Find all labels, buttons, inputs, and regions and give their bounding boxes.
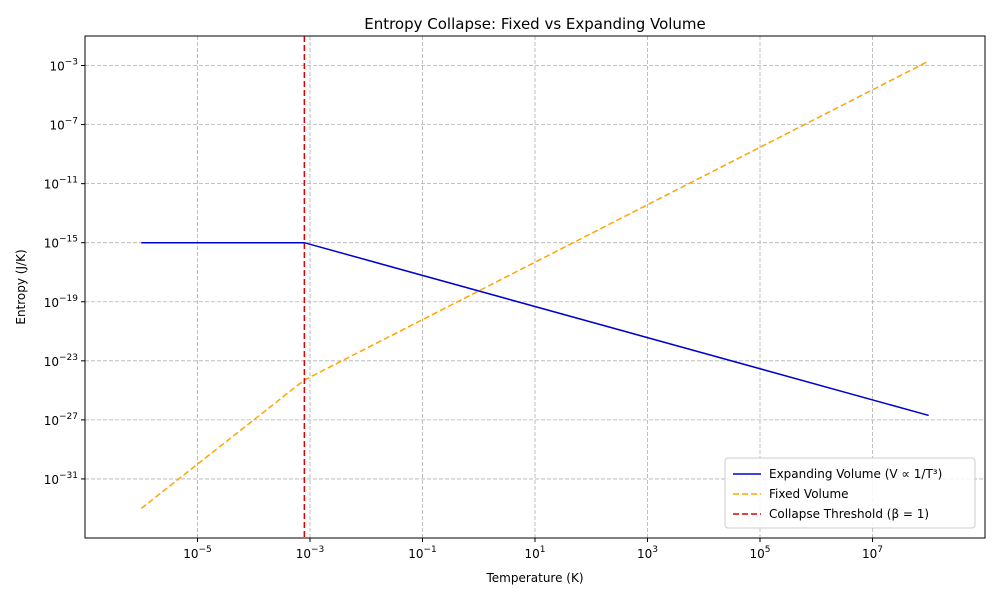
y-tick-label: 10−11 [44,176,78,192]
x-tick-label: 10−1 [408,545,437,561]
legend: Expanding Volume (V ∝ 1/T³) Fixed Volume C… [724,457,976,529]
legend-label-fixed-volume: Fixed Volume [769,487,849,501]
legend-box [724,457,976,529]
y-tick-label: 10−23 [44,353,78,369]
series-layer [140,36,930,538]
y-tick-label: 10−31 [44,471,78,487]
series-line-expanding-volume-v-1-t [141,241,929,417]
y-axis-label: Entropy (J/K) [14,249,28,324]
legend-label-collapse-threshold-1: Collapse Threshold (β = 1) [769,507,929,521]
ticks-layer: 10−5 10−3 10−1 101 103 105 107 10−3 10−7 10−11 10−… [44,58,883,561]
x-axis-label: Temperature (K) [485,571,583,585]
y-tick-label: 10−15 [44,235,78,251]
x-tick-label: 103 [637,545,658,561]
chart-title: Entropy Collapse: Fixed vs Expanding Vol… [364,15,706,33]
x-tick-label: 105 [749,545,770,561]
x-tick-label: 107 [862,545,883,561]
y-tick-label: 10−3 [49,58,78,74]
y-tick-label: 10−7 [49,117,78,133]
x-tick-label: 10−3 [296,545,325,561]
legend-label-expanding-volume-v-1-t: Expanding Volume (V ∝ 1/T³) [769,467,942,481]
x-tick-label: 101 [524,545,545,561]
y-tick-label: 10−19 [44,294,79,310]
x-tick-label: 10−5 [183,545,212,561]
y-tick-label: 10−27 [44,412,78,428]
